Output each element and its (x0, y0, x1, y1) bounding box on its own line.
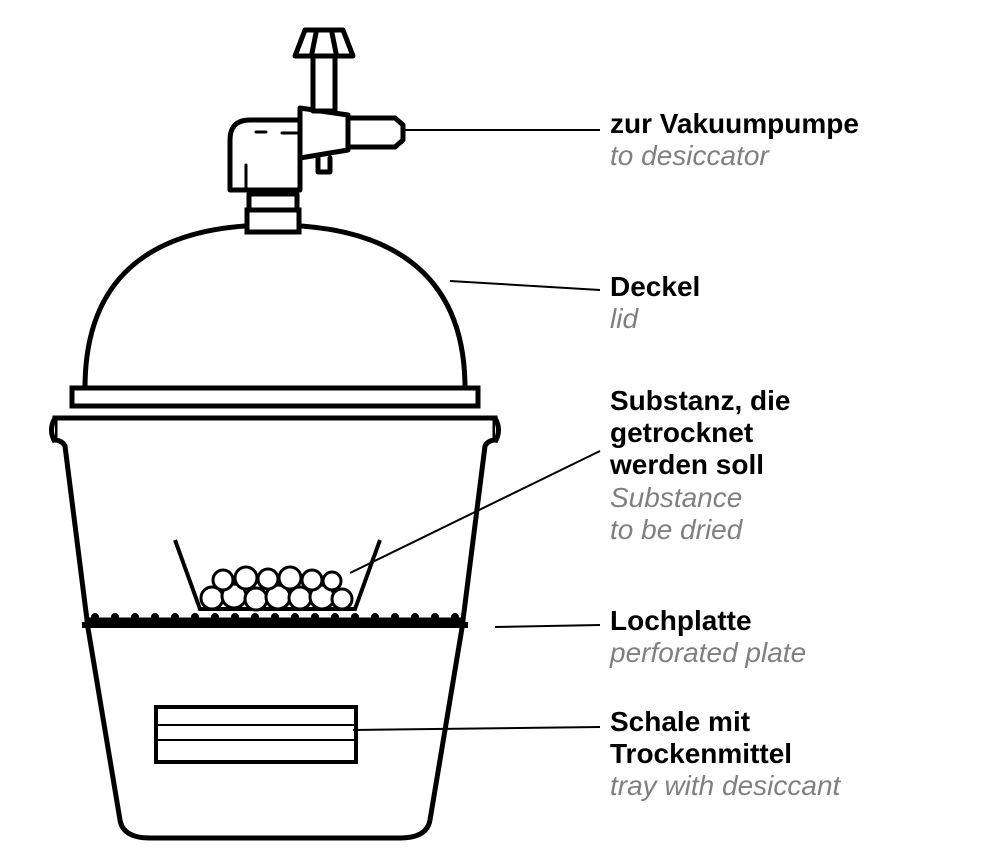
label-vacuum: zur Vakuumpumpe to desiccator (610, 108, 859, 172)
label-lid-primary: Deckel (610, 271, 700, 303)
label-plate: Lochplatte perforated plate (610, 605, 806, 669)
label-vacuum-secondary: to desiccator (610, 140, 859, 172)
label-tray-primary: Schale mitTrockenmittel (610, 706, 840, 770)
label-tray-secondary: tray with desiccant (610, 770, 840, 802)
label-substance-primary: Substanz, diegetrocknetwerden soll (610, 385, 790, 482)
label-vacuum-primary: zur Vakuumpumpe (610, 108, 859, 140)
label-tray: Schale mitTrockenmittel tray with desicc… (610, 706, 840, 803)
label-substance-secondary: Substanceto be dried (610, 482, 790, 546)
label-substance: Substanz, diegetrocknetwerden soll Subst… (610, 385, 790, 546)
label-lid-secondary: lid (610, 303, 700, 335)
label-plate-primary: Lochplatte (610, 605, 806, 637)
label-lid: Deckel lid (610, 271, 700, 335)
label-plate-secondary: perforated plate (610, 637, 806, 669)
